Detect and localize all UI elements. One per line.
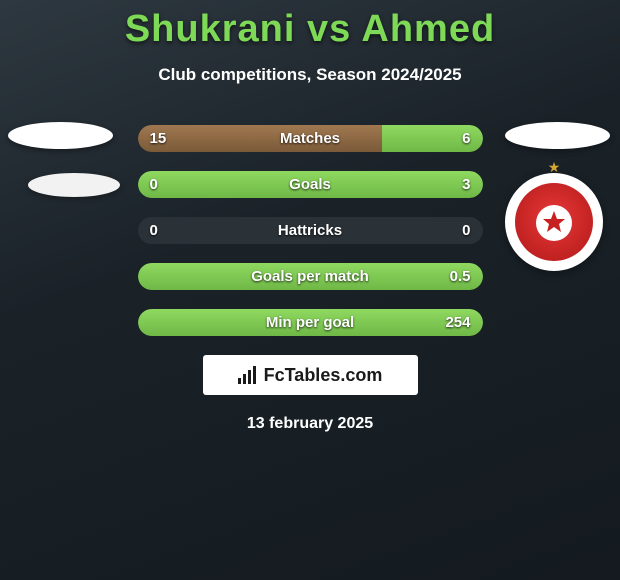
- star-icon: ★: [548, 159, 561, 176]
- player-avatar-placeholder: [8, 122, 113, 149]
- stat-row-goals-per-match: Goals per match 0.5: [138, 263, 483, 290]
- bar-chart-icon: [238, 366, 256, 384]
- comparison-subtitle: Club competitions, Season 2024/2025: [0, 65, 620, 85]
- stat-value-right: 0.5: [450, 268, 471, 285]
- stat-label: Goals per match: [138, 268, 483, 285]
- stat-label: Min per goal: [138, 314, 483, 331]
- branding-text: FcTables.com: [264, 365, 383, 386]
- player-right-avatar-group: ★: [505, 122, 610, 271]
- player-avatar-placeholder: [505, 122, 610, 149]
- comparison-date: 13 february 2025: [0, 415, 620, 433]
- stat-row-min-per-goal: Min per goal 254: [138, 309, 483, 336]
- stat-value-right: 6: [462, 130, 470, 147]
- stat-label: Hattricks: [138, 222, 483, 239]
- player-left-avatar-group: [8, 122, 120, 197]
- stat-row-matches: 15 Matches 6: [138, 125, 483, 152]
- stat-value-right: 3: [462, 176, 470, 193]
- stat-row-hattricks: 0 Hattricks 0: [138, 217, 483, 244]
- club-logo-placeholder: [28, 173, 120, 197]
- club-logo-inner: [515, 183, 593, 261]
- club-logo: ★: [505, 173, 603, 271]
- stat-label: Matches: [138, 130, 483, 147]
- stat-row-goals: 0 Goals 3: [138, 171, 483, 198]
- comparison-title: Shukrani vs Ahmed: [0, 0, 620, 51]
- stat-value-right: 254: [445, 314, 470, 331]
- fctables-branding[interactable]: FcTables.com: [203, 355, 418, 395]
- stat-value-right: 0: [462, 222, 470, 239]
- stats-container: 15 Matches 6 0 Goals 3 0 Hattricks 0 Goa…: [138, 125, 483, 336]
- stat-label: Goals: [138, 176, 483, 193]
